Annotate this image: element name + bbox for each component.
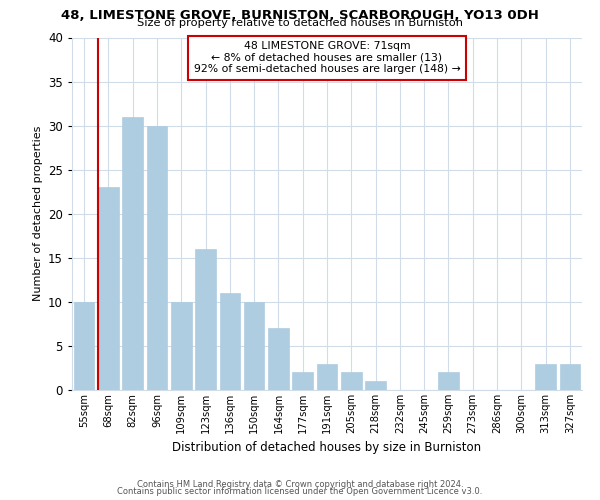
Bar — [122, 117, 143, 390]
Bar — [98, 188, 119, 390]
Y-axis label: Number of detached properties: Number of detached properties — [32, 126, 43, 302]
Bar — [535, 364, 556, 390]
Bar — [74, 302, 94, 390]
Bar — [292, 372, 313, 390]
Text: 48 LIMESTONE GROVE: 71sqm
← 8% of detached houses are smaller (13)
92% of semi-d: 48 LIMESTONE GROVE: 71sqm ← 8% of detach… — [194, 41, 460, 74]
X-axis label: Distribution of detached houses by size in Burniston: Distribution of detached houses by size … — [172, 442, 482, 454]
Text: 48, LIMESTONE GROVE, BURNISTON, SCARBOROUGH, YO13 0DH: 48, LIMESTONE GROVE, BURNISTON, SCARBORO… — [61, 9, 539, 22]
Bar — [195, 249, 216, 390]
Text: Size of property relative to detached houses in Burniston: Size of property relative to detached ho… — [137, 18, 463, 28]
Text: Contains public sector information licensed under the Open Government Licence v3: Contains public sector information licen… — [118, 487, 482, 496]
Bar — [146, 126, 167, 390]
Bar — [220, 293, 240, 390]
Bar — [365, 381, 386, 390]
Bar — [171, 302, 191, 390]
Bar — [341, 372, 362, 390]
Text: Contains HM Land Registry data © Crown copyright and database right 2024.: Contains HM Land Registry data © Crown c… — [137, 480, 463, 489]
Bar — [268, 328, 289, 390]
Bar — [560, 364, 580, 390]
Bar — [438, 372, 459, 390]
Bar — [317, 364, 337, 390]
Bar — [244, 302, 265, 390]
